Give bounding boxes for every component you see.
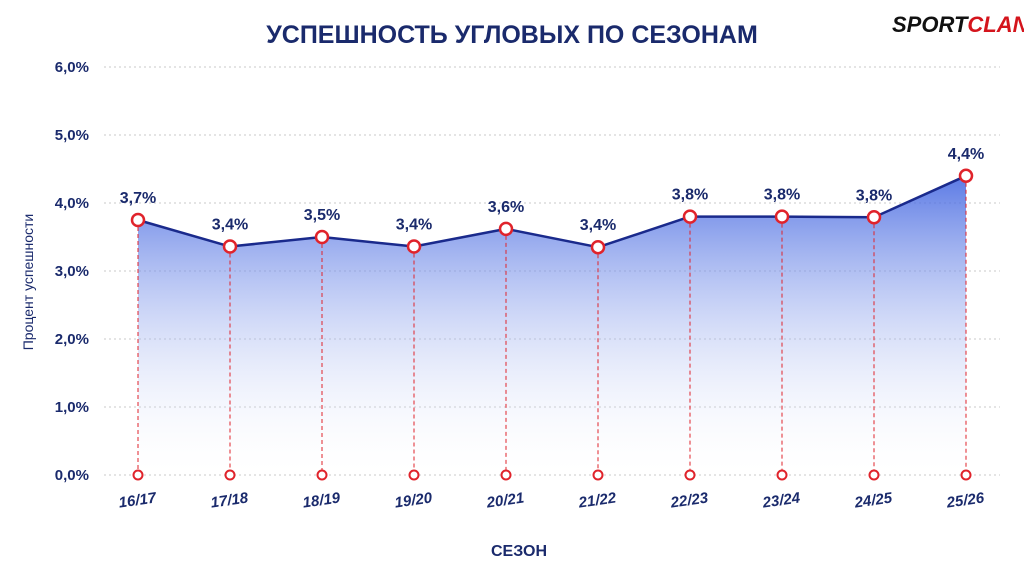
x-tick-label: 23/24 <box>761 489 802 511</box>
logo-part-sport: SPORT <box>892 12 969 37</box>
x-tick-label: 22/23 <box>669 489 710 511</box>
svg-text:SPORTCLAN: SPORTCLAN <box>892 12 1024 37</box>
y-tick-label: 1,0% <box>55 399 89 416</box>
x-tick-label: 19/20 <box>394 489 434 511</box>
chart-title: УСПЕШНОСТЬ УГЛОВЫХ ПО СЕЗОНАМ <box>266 21 758 49</box>
series-line <box>137 174 967 249</box>
data-point <box>498 221 514 237</box>
baseline-marker <box>960 469 972 481</box>
logo-part-clan: CLAN <box>967 12 1024 37</box>
data-point <box>866 210 882 225</box>
baseline-marker <box>132 469 144 481</box>
x-tick-label: 25/26 <box>945 489 986 511</box>
data-label: 3,4% <box>580 217 616 234</box>
y-tick-label: 0,0% <box>55 467 89 484</box>
data-label: 4,4% <box>948 146 984 163</box>
x-axis-label: СЕЗОН <box>491 543 547 560</box>
x-tick-label: 24/25 <box>853 489 894 511</box>
x-axis-ticks: 16/17 17/18 18/19 19/20 20/21 21/22 22/23 23/24… <box>118 489 986 511</box>
data-label: 3,8% <box>856 187 892 204</box>
baseline-marker <box>868 469 880 481</box>
baseline-marker <box>408 469 420 481</box>
y-tick-label: 5,0% <box>55 127 89 144</box>
data-point <box>958 168 974 184</box>
x-tick-label: 20/21 <box>485 490 526 512</box>
data-label: 3,6% <box>488 199 524 216</box>
x-tick-label: 18/19 <box>302 489 342 511</box>
data-label: 3,4% <box>212 217 248 234</box>
markers <box>130 168 974 481</box>
x-tick-label: 17/18 <box>210 489 250 511</box>
data-point <box>590 239 606 255</box>
baseline-marker <box>592 469 604 481</box>
y-tick-label: 3,0% <box>55 263 89 280</box>
sportclan-logo: SPORTCLAN <box>892 12 1024 37</box>
series-area-fill <box>138 175 966 476</box>
y-axis-label: Процент успешности <box>20 214 36 351</box>
x-tick-label: 21/22 <box>577 489 618 511</box>
baseline-marker <box>316 469 328 481</box>
area-fill-layer <box>138 175 966 476</box>
data-point <box>406 239 422 254</box>
baseline-marker <box>224 469 236 481</box>
baseline-marker <box>500 469 512 481</box>
y-tick-label: 2,0% <box>55 331 89 348</box>
data-label: 3,8% <box>672 187 708 204</box>
data-label: 3,8% <box>764 187 800 204</box>
data-point <box>314 229 330 245</box>
y-tick-label: 4,0% <box>55 195 89 212</box>
data-labels: 3,7% 3,4% 3,5% 3,4% 3,6% 3,4% 3,8% 3,8% 3,8% 4,4% <box>120 146 984 234</box>
x-tick-label: 16/17 <box>118 489 158 511</box>
data-label: 3,5% <box>304 207 340 224</box>
series-line-layer <box>137 174 967 249</box>
baseline-marker <box>684 469 696 481</box>
baseline-marker <box>776 469 788 481</box>
data-point <box>130 212 146 228</box>
data-point <box>222 239 238 254</box>
data-label: 3,7% <box>120 190 156 207</box>
data-point <box>682 209 698 224</box>
y-axis-ticks: 0,0% 1,0% 2,0% 3,0% 4,0% 5,0% 6,0% <box>55 59 89 484</box>
data-label: 3,4% <box>396 217 432 234</box>
drop-lines <box>137 175 967 475</box>
data-point <box>774 209 790 224</box>
y-tick-label: 6,0% <box>55 59 89 76</box>
